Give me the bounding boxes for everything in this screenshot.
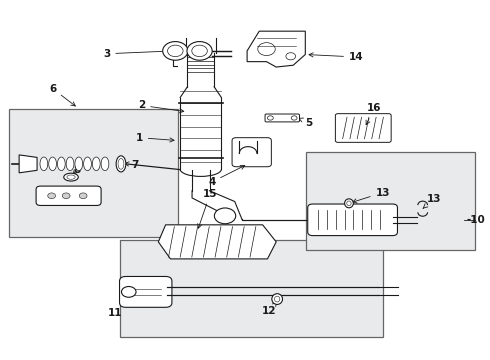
Text: -10: -10 bbox=[466, 215, 485, 225]
Text: 2: 2 bbox=[138, 100, 184, 113]
Polygon shape bbox=[19, 155, 37, 173]
Text: 7: 7 bbox=[124, 160, 139, 170]
Polygon shape bbox=[158, 225, 276, 259]
FancyBboxPatch shape bbox=[232, 138, 271, 167]
Ellipse shape bbox=[93, 157, 100, 171]
Circle shape bbox=[48, 193, 55, 199]
Text: 11: 11 bbox=[107, 296, 126, 318]
Text: 13: 13 bbox=[352, 188, 390, 203]
Text: 6: 6 bbox=[49, 84, 75, 106]
Ellipse shape bbox=[75, 157, 83, 171]
Circle shape bbox=[163, 41, 188, 60]
Ellipse shape bbox=[40, 157, 48, 171]
Bar bbox=[9, 109, 178, 237]
Text: 9: 9 bbox=[79, 192, 93, 202]
FancyBboxPatch shape bbox=[335, 114, 391, 142]
Ellipse shape bbox=[84, 157, 92, 171]
Ellipse shape bbox=[272, 294, 283, 305]
Bar bbox=[306, 152, 475, 250]
Text: 3: 3 bbox=[103, 49, 170, 59]
Text: 1: 1 bbox=[136, 133, 174, 143]
Text: 4: 4 bbox=[208, 166, 245, 187]
Text: 14: 14 bbox=[309, 52, 364, 62]
Ellipse shape bbox=[66, 157, 74, 171]
FancyBboxPatch shape bbox=[308, 204, 397, 235]
Polygon shape bbox=[247, 31, 305, 67]
Circle shape bbox=[122, 287, 136, 297]
FancyBboxPatch shape bbox=[36, 186, 101, 206]
FancyBboxPatch shape bbox=[120, 276, 172, 307]
Circle shape bbox=[214, 208, 236, 224]
Circle shape bbox=[79, 193, 87, 199]
Ellipse shape bbox=[101, 157, 109, 171]
Bar bbox=[120, 240, 383, 337]
Circle shape bbox=[187, 41, 212, 60]
Text: 5: 5 bbox=[299, 118, 313, 128]
Ellipse shape bbox=[116, 156, 126, 172]
Text: 12: 12 bbox=[262, 301, 277, 316]
FancyBboxPatch shape bbox=[265, 114, 299, 122]
Ellipse shape bbox=[57, 157, 65, 171]
Ellipse shape bbox=[64, 173, 78, 181]
Circle shape bbox=[62, 193, 70, 199]
Text: 13: 13 bbox=[423, 194, 441, 208]
Text: 16: 16 bbox=[366, 103, 381, 125]
Ellipse shape bbox=[49, 157, 56, 171]
Ellipse shape bbox=[344, 199, 353, 208]
Text: 15: 15 bbox=[198, 189, 218, 228]
Text: 8: 8 bbox=[73, 165, 80, 175]
